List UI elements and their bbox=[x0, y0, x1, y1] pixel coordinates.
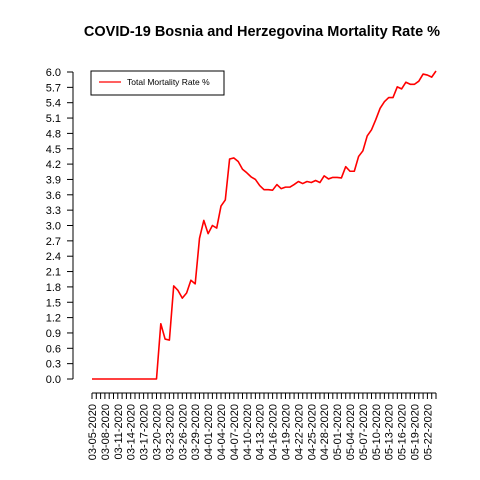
y-tick-label: 6.0 bbox=[46, 67, 61, 79]
legend: Total Mortality Rate % bbox=[90, 70, 225, 96]
series-line-total-mortality-rate bbox=[92, 70, 437, 380]
x-tick-label: 04-01-2020 bbox=[203, 404, 215, 460]
x-tick-label: 05-22-2020 bbox=[422, 404, 434, 460]
y-tick-label: 3.3 bbox=[46, 205, 61, 217]
x-tick-label: 03-29-2020 bbox=[190, 404, 202, 460]
y-tick-label: 3.6 bbox=[46, 190, 61, 202]
x-axis: 03-05-2020 03-08-2020 03-11-2020 03-14-2020… bbox=[87, 392, 437, 460]
y-tick-label: 0.0 bbox=[46, 374, 61, 386]
y-tick-label: 5.4 bbox=[46, 98, 61, 110]
y-tick-label: 1.2 bbox=[46, 313, 61, 325]
y-tick-label: 3.0 bbox=[46, 221, 61, 233]
x-tick-label: 05-19-2020 bbox=[410, 404, 422, 460]
x-tick-label: 04-19-2020 bbox=[281, 404, 293, 460]
y-tick-label: 1.5 bbox=[46, 297, 61, 309]
x-tick-label: 04-28-2020 bbox=[319, 404, 331, 460]
y-tick-label: 0.9 bbox=[46, 328, 61, 340]
legend-box bbox=[90, 70, 225, 96]
x-tick-label: 03-23-2020 bbox=[164, 404, 176, 460]
y-tick-label: 2.7 bbox=[46, 236, 61, 248]
y-tick-label: 5.7 bbox=[46, 82, 61, 94]
y-tick-label: 1.8 bbox=[46, 282, 61, 294]
y-tick-label: 4.8 bbox=[46, 128, 61, 140]
x-tick-label: 03-20-2020 bbox=[152, 404, 164, 460]
y-tick-label: 3.9 bbox=[46, 174, 61, 186]
legend-label: Total Mortality Rate % bbox=[127, 77, 210, 87]
x-tick-label: 04-10-2020 bbox=[242, 404, 254, 460]
x-tick-label: 05-10-2020 bbox=[371, 404, 383, 460]
y-tick-label: 2.1 bbox=[46, 267, 61, 279]
y-tick-label: 4.5 bbox=[46, 144, 61, 156]
x-tick-label: 05-04-2020 bbox=[345, 404, 357, 460]
x-tick-label: 05-07-2020 bbox=[358, 404, 370, 460]
x-tick-label: 04-22-2020 bbox=[293, 404, 305, 460]
x-tick-label: 04-13-2020 bbox=[255, 404, 267, 460]
x-tick-label: 04-16-2020 bbox=[268, 404, 280, 460]
x-tick-label: 03-08-2020 bbox=[100, 404, 112, 460]
y-tick-label: 2.4 bbox=[46, 251, 61, 263]
x-tick-label: 05-01-2020 bbox=[332, 404, 344, 460]
y-axis: 0.0 0.3 0.6 0.9 1.2 1.5 1.8 2.1 2.4 2.7 3.0 3.3 3.6 3… bbox=[46, 67, 74, 386]
x-tick-label: 03-14-2020 bbox=[126, 404, 138, 460]
x-tick-label: 03-05-2020 bbox=[87, 404, 99, 460]
x-tick-label: 05-16-2020 bbox=[397, 404, 409, 460]
x-tick-label: 03-26-2020 bbox=[177, 404, 189, 460]
y-tick-label: 0.3 bbox=[46, 359, 61, 371]
chart-title: COVID-19 Bosnia and Herzegovina Mortalit… bbox=[84, 24, 440, 40]
x-tick-label: 04-07-2020 bbox=[229, 404, 241, 460]
x-tick-label: 04-25-2020 bbox=[306, 404, 318, 460]
y-tick-label: 4.2 bbox=[46, 159, 61, 171]
y-tick-label: 5.1 bbox=[46, 113, 61, 125]
x-tick-label: 03-17-2020 bbox=[139, 404, 151, 460]
x-tick-label: 04-04-2020 bbox=[216, 404, 228, 460]
y-tick-label: 0.6 bbox=[46, 343, 61, 355]
plot-area bbox=[92, 70, 437, 380]
x-tick-label: 03-11-2020 bbox=[113, 404, 125, 459]
x-tick-label: 05-13-2020 bbox=[384, 404, 396, 460]
